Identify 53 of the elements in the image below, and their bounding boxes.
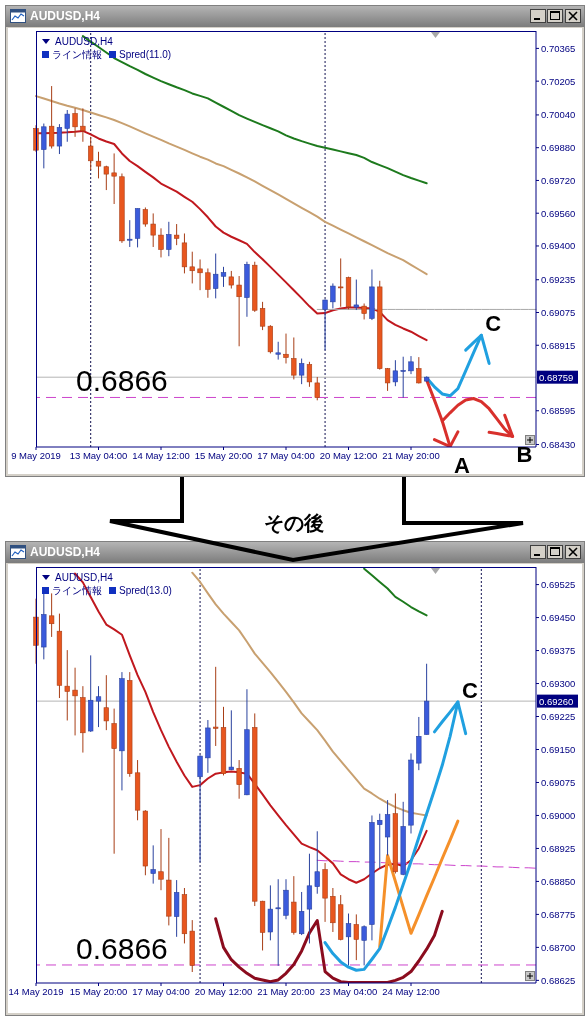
y-tick-label: 0.69560 (541, 207, 576, 219)
series-label: B (516, 442, 533, 468)
x-tick-label: 15 May 20:00 (194, 449, 253, 461)
y-tick-label: 0.68775 (541, 908, 576, 920)
x-tick-label: 14 May 12:00 (132, 449, 190, 461)
y-tick-label: 0.68430 (541, 438, 576, 450)
ref-line-label: 0.6866 (76, 931, 168, 965)
y-tick-label: 0.69450 (541, 611, 576, 623)
x-tick-label: 15 May 20:00 (69, 985, 128, 997)
x-tick-label: 21 May 20:00 (257, 985, 315, 997)
y-tick-label: 0.70040 (541, 109, 576, 121)
y-tick-label: 0.69075 (541, 776, 576, 788)
y-tick-label: 0.69525 (541, 578, 576, 590)
chart-title: AUDUSD,H4 (30, 545, 101, 560)
y-tick-label: 0.69075 (541, 306, 576, 318)
y-tick-label: 0.70365 (541, 42, 576, 54)
annotation: Spred(11.0) (119, 48, 172, 61)
y-tick-label: 0.68925 (541, 842, 576, 854)
y-tick-label: 0.68850 (541, 875, 576, 887)
x-tick-label: 20 May 12:00 (319, 449, 378, 461)
x-tick-label: 24 May 12:00 (382, 985, 440, 997)
y-tick-label: 0.68700 (541, 941, 576, 953)
series-label: C (461, 678, 478, 703)
y-tick-label: 0.69375 (541, 644, 576, 656)
y-tick-label: 0.69000 (541, 809, 576, 821)
chart-title: AUDUSD,H4 (30, 9, 101, 24)
y-tick-label: 0.69225 (541, 710, 576, 722)
x-tick-label: 17 May 04:00 (132, 985, 190, 997)
x-tick-label: 9 May 2019 (11, 449, 61, 461)
y-tick-label: 0.69880 (541, 142, 576, 154)
y-tick-label: 0.68915 (541, 339, 576, 351)
text: その後 (264, 512, 324, 534)
ref-line-label: 0.69260 (539, 695, 574, 707)
annotation: Spred(13.0) (119, 584, 172, 597)
x-tick-label: 14 May 2019 (8, 985, 64, 997)
series-label: A (454, 452, 471, 478)
x-tick-label: 17 May 04:00 (257, 449, 315, 461)
x-tick-label: 23 May 04:00 (319, 985, 378, 997)
x-tick-label: 21 May 20:00 (382, 449, 440, 461)
y-tick-label: 0.69150 (541, 743, 576, 755)
y-tick-label: 0.69720 (541, 174, 576, 186)
x-tick-label: 20 May 12:00 (194, 985, 253, 997)
y-tick-label: 0.70205 (541, 75, 576, 87)
y-tick-label: 0.68595 (541, 405, 576, 417)
ref-line-label: 0.68759 (539, 371, 574, 383)
series-label: C (485, 311, 502, 337)
annotation: ライン情報 (52, 48, 102, 61)
y-tick-label: 0.69235 (541, 274, 576, 286)
y-tick-label: 0.69300 (541, 677, 576, 689)
ref-line-label: 0.6866 (76, 364, 168, 398)
y-tick-label: 0.69400 (541, 240, 576, 252)
x-tick-label: 13 May 04:00 (69, 449, 128, 461)
y-tick-label: 0.68625 (541, 974, 576, 986)
